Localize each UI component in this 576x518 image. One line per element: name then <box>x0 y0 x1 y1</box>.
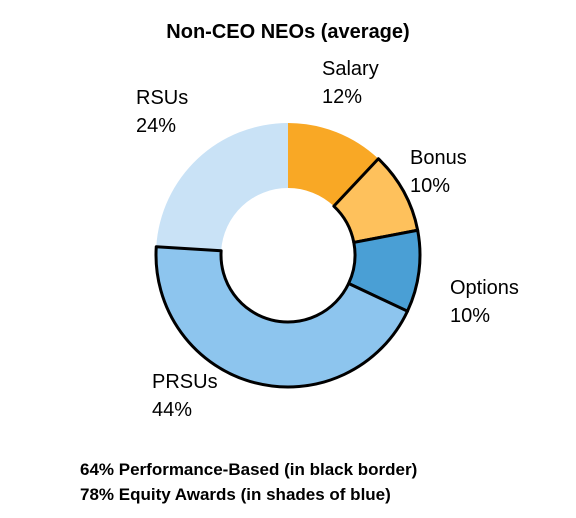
donut-segment <box>288 123 379 207</box>
segment-label: Salary <box>322 58 379 80</box>
donut-segment <box>154 245 409 389</box>
segment-label: RSUs <box>136 87 188 109</box>
value-label: 24% <box>136 115 176 137</box>
value-label: 12% <box>322 86 362 108</box>
value-label: 10% <box>450 305 490 327</box>
note: 78% Equity Awards (in shades of blue) <box>80 485 391 504</box>
value-label: 44% <box>152 399 192 421</box>
note: 64% Performance-Based (in black border) <box>80 460 417 479</box>
chart-title: Non-CEO NEOs (average) <box>166 21 409 43</box>
donut-segment <box>156 123 288 251</box>
value-label: 10% <box>410 175 450 197</box>
segment-label: Bonus <box>410 147 467 169</box>
segment-label: PRSUs <box>152 371 218 393</box>
segment-label: Options <box>450 277 519 299</box>
